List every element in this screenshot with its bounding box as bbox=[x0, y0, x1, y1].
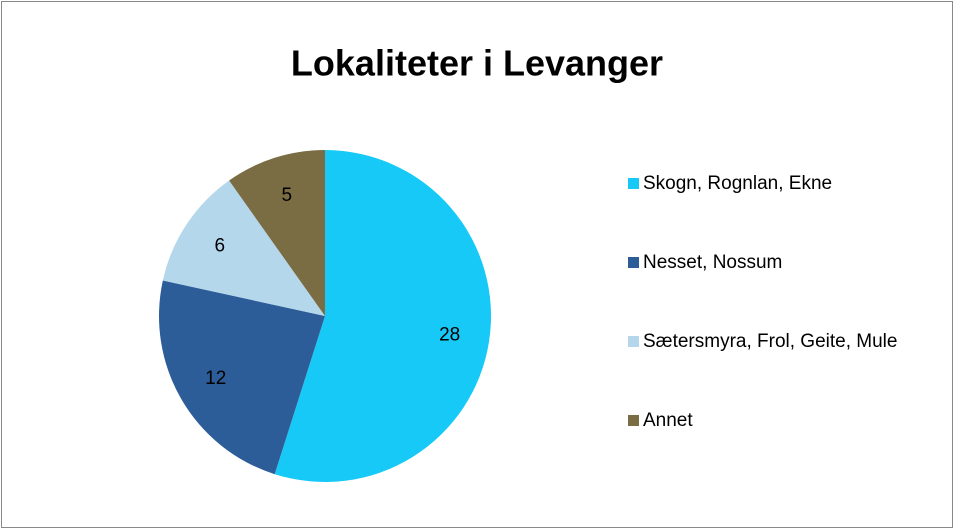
legend-label: Annet bbox=[643, 410, 693, 431]
pie-slice bbox=[229, 150, 325, 316]
legend-item: Sætersmyra, Frol, Geite, Mule bbox=[628, 326, 938, 357]
legend-item: Nesset, Nossum bbox=[628, 247, 938, 278]
legend-swatch bbox=[628, 336, 639, 347]
legend-swatch bbox=[628, 415, 639, 426]
legend-label: Skogn, Rognlan, Ekne bbox=[643, 173, 833, 194]
pie-slice bbox=[162, 180, 325, 316]
legend-label: Sætersmyra, Frol, Geite, Mule bbox=[643, 331, 898, 352]
data-label: 28 bbox=[439, 324, 460, 345]
legend-item: Skogn, Rognlan, Ekne bbox=[628, 168, 938, 199]
pie-slice bbox=[274, 150, 491, 482]
data-label: 5 bbox=[281, 185, 292, 206]
chart-title: Lokaliteter i Levanger bbox=[291, 43, 663, 84]
legend-swatch bbox=[628, 257, 639, 268]
data-label: 6 bbox=[215, 235, 226, 256]
pie-slice bbox=[158, 280, 325, 475]
legend-label: Nesset, Nossum bbox=[643, 252, 783, 273]
legend-swatch bbox=[628, 178, 639, 189]
legend-item: Annet bbox=[628, 405, 938, 436]
data-label: 12 bbox=[205, 368, 226, 389]
